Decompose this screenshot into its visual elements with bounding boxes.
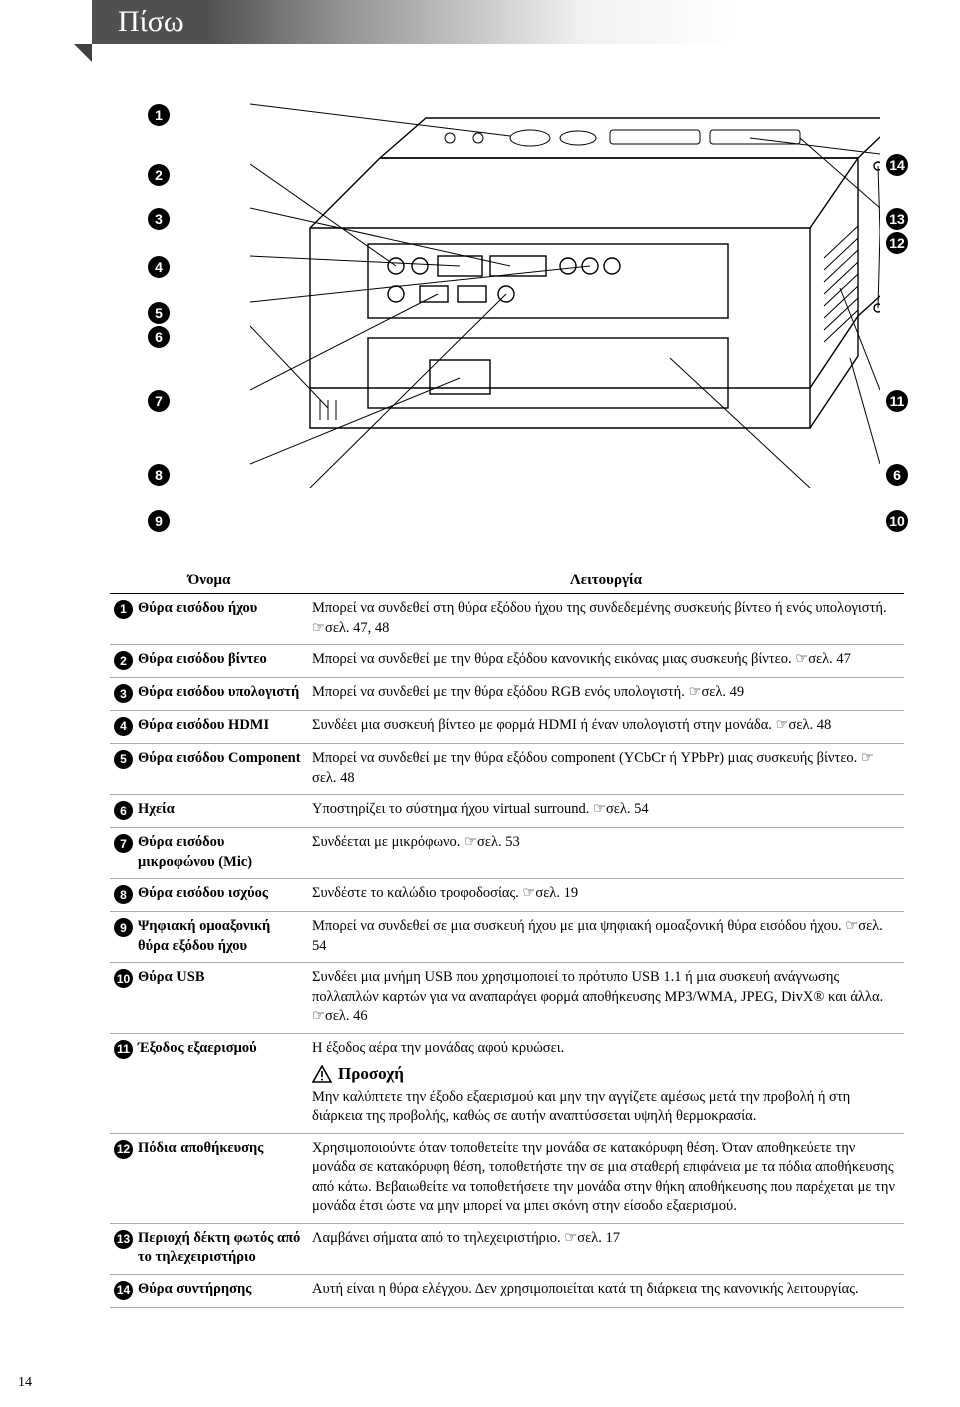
part-name: Ψηφιακή ομοαξονική θύρα εξόδου ήχου	[138, 912, 308, 963]
part-function: Συνδέει μια συσκευή βίντεο με φορμά HDMI…	[308, 711, 904, 744]
part-function: Η έξοδος αέρα την μονάδας αφού κρυώσει.Π…	[308, 1034, 904, 1134]
table-row: 5 Θύρα εισόδου ComponentΜπορεί να συνδεθε…	[110, 744, 904, 795]
table-row: 12 Πόδια αποθήκευσηςΧρησιμοποιούντε όταν …	[110, 1133, 904, 1223]
callout-bubble-6: 6	[886, 464, 908, 486]
callout-bubble-6: 6	[148, 326, 170, 348]
part-name: Έξοδος εξαερισμού	[138, 1034, 308, 1134]
part-name: Θύρα εισόδου βίντεο	[138, 645, 308, 678]
parts-table: Όνομα Λειτουργία 1Θύρα εισόδου ήχουΜπορε…	[110, 568, 904, 1308]
col-func: Λειτουργία	[308, 568, 904, 594]
part-function: Μπορεί να συνδεθεί στη θύρα εξόδου ήχου …	[308, 594, 904, 645]
projector-rear-diagram	[250, 58, 880, 488]
part-name: Θύρα εισόδου ισχύος	[138, 879, 308, 912]
diagram-area: 123456789 14131211610	[110, 58, 904, 568]
table-row: 4 Θύρα εισόδου HDMIΣυνδέει μια συσκευή βί…	[110, 711, 904, 744]
table-row: 1 Θύρα εισόδου ήχουΜπορεί να συνδεθεί στη…	[110, 594, 904, 645]
section-title: Πίσω	[118, 5, 184, 39]
table-row: 10 Θύρα USBΣυνδέει μια μνήμη USB που χρησ…	[110, 963, 904, 1034]
part-name: Ηχεία	[138, 795, 308, 828]
table-row: 8 Θύρα εισόδου ισχύοςΣυνδέστε το καλώδιο …	[110, 879, 904, 912]
row-number-bubble: 7	[114, 834, 133, 853]
part-name: Περιοχή δέκτη φωτός από το τηλεχειριστήρ…	[138, 1223, 308, 1274]
table-row: 7 Θύρα εισόδου μικροφώνου (Mic)Συνδέεται …	[110, 828, 904, 879]
row-number-bubble: 10	[114, 969, 133, 988]
row-number-bubble: 3	[114, 684, 133, 703]
part-name: Θύρα εισόδου Component	[138, 744, 308, 795]
row-number-bubble: 5	[114, 750, 133, 769]
callout-bubble-10: 10	[886, 510, 908, 532]
row-number-bubble: 12	[114, 1140, 133, 1159]
callout-bubble-12: 12	[886, 232, 908, 254]
callout-bubble-11: 11	[886, 390, 908, 412]
row-number-bubble: 13	[114, 1230, 133, 1249]
callout-bubble-14: 14	[886, 154, 908, 176]
table-row: 9 Ψηφιακή ομοαξονική θύρα εξόδου ήχουΜπορ…	[110, 912, 904, 963]
row-number-bubble: 4	[114, 717, 133, 736]
callout-bubble-1: 1	[148, 104, 170, 126]
col-name: Όνομα	[110, 568, 308, 594]
callout-bubble-2: 2	[148, 164, 170, 186]
part-function: Μπορεί να συνδεθεί σε μια συσκευή ήχου μ…	[308, 912, 904, 963]
part-function: Αυτή είναι η θύρα ελέγχου. Δεν χρησιμοπο…	[308, 1275, 904, 1308]
table-row: 3 Θύρα εισόδου υπολογιστήΜπορεί να συνδεθ…	[110, 678, 904, 711]
part-name: Πόδια αποθήκευσης	[138, 1133, 308, 1223]
callout-bubble-8: 8	[148, 464, 170, 486]
callout-bubble-13: 13	[886, 208, 908, 230]
part-function: Υποστηρίζει το σύστημα ήχου virtual surr…	[308, 795, 904, 828]
part-function: Συνδέει μια μνήμη USB που χρησιμοποιεί τ…	[308, 963, 904, 1034]
row-number-bubble: 2	[114, 651, 133, 670]
part-function: Μπορεί να συνδεθεί με την θύρα εξόδου RG…	[308, 678, 904, 711]
table-row: 13 Περιοχή δέκτη φωτός από το τηλεχειριστ…	[110, 1223, 904, 1274]
table-row: 14 Θύρα συντήρησηςΑυτή είναι η θύρα ελέγχ…	[110, 1275, 904, 1308]
part-function: Λαμβάνει σήματα από το τηλεχειριστήριο. …	[308, 1223, 904, 1274]
row-number-bubble: 1	[114, 600, 133, 619]
row-number-bubble: 8	[114, 885, 133, 904]
table-row: 11 Έξοδος εξαερισμούΗ έξοδος αέρα την μον…	[110, 1034, 904, 1134]
part-name: Θύρα USB	[138, 963, 308, 1034]
row-number-bubble: 6	[114, 801, 133, 820]
table-row: 2 Θύρα εισόδου βίντεοΜπορεί να συνδεθεί μ…	[110, 645, 904, 678]
callout-bubble-5: 5	[148, 302, 170, 324]
callout-bubble-7: 7	[148, 390, 170, 412]
row-number-bubble: 9	[114, 918, 133, 937]
table-row: 6 ΗχείαΥποστηρίζει το σύστημα ήχου virtua…	[110, 795, 904, 828]
part-name: Θύρα εισόδου μικροφώνου (Mic)	[138, 828, 308, 879]
callout-bubble-4: 4	[148, 256, 170, 278]
part-function: Μπορεί να συνδεθεί με την θύρα εξόδου co…	[308, 744, 904, 795]
part-name: Θύρα εισόδου υπολογιστή	[138, 678, 308, 711]
callout-bubble-9: 9	[148, 510, 170, 532]
caution-heading: Προσοχή	[312, 1063, 898, 1086]
part-function: Μπορεί να συνδεθεί με την θύρα εξόδου κα…	[308, 645, 904, 678]
caution-text: Μην καλύπτετε την έξοδο εξαερισμού και μ…	[312, 1088, 898, 1127]
row-number-bubble: 11	[114, 1040, 133, 1059]
callout-bubble-3: 3	[148, 208, 170, 230]
part-name: Θύρα εισόδου ήχου	[138, 594, 308, 645]
row-number-bubble: 14	[114, 1281, 133, 1300]
part-function: Χρησιμοποιούντε όταν τοποθετείτε την μον…	[308, 1133, 904, 1223]
part-function: Συνδέστε το καλώδιο τροφοδοσίας. ☞σελ. 1…	[308, 879, 904, 912]
section-header: Πίσω	[92, 0, 904, 44]
part-function: Συνδέεται με μικρόφωνο. ☞σελ. 53	[308, 828, 904, 879]
page-number: 14	[18, 1375, 32, 1391]
part-name: Θύρα συντήρησης	[138, 1275, 308, 1308]
part-name: Θύρα εισόδου HDMI	[138, 711, 308, 744]
